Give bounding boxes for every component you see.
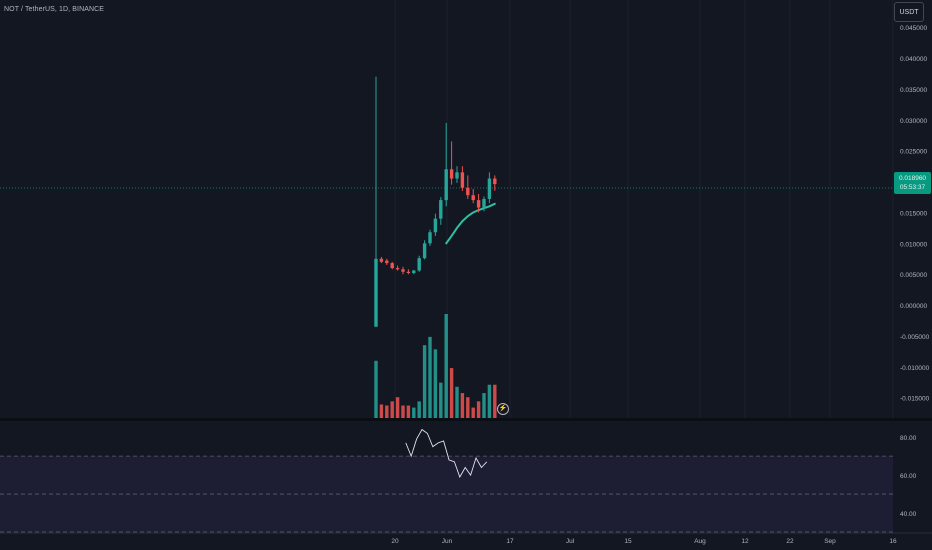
volume-bar bbox=[385, 405, 389, 418]
volume-bar bbox=[476, 401, 481, 418]
volume-bar bbox=[433, 349, 438, 418]
time-tick-label: 22 bbox=[786, 538, 794, 545]
price-tick-label: 0.005000 bbox=[900, 272, 927, 279]
volume-bar bbox=[374, 360, 378, 418]
candle-body bbox=[385, 260, 389, 264]
volume-bar bbox=[493, 384, 497, 418]
candle-body bbox=[466, 187, 470, 196]
price-tick-label: 0.025000 bbox=[900, 149, 927, 156]
volume-bar bbox=[428, 336, 432, 418]
time-tick-label: Jul bbox=[566, 538, 575, 545]
volume-bar bbox=[401, 405, 405, 418]
candle-body bbox=[401, 269, 405, 272]
candle-body bbox=[455, 172, 459, 179]
candle-body bbox=[449, 169, 454, 179]
symbol-label[interactable]: NOT / TetherUS, 1D, BINANCE bbox=[4, 6, 105, 13]
pane-separator bbox=[0, 418, 932, 421]
time-tick-label: Jun bbox=[442, 538, 453, 545]
volume-bar bbox=[449, 368, 454, 418]
volume-bar bbox=[379, 404, 384, 418]
time-tick-label: 15 bbox=[624, 538, 632, 545]
time-tick-label: 20 bbox=[391, 538, 399, 545]
rsi-line bbox=[405, 428, 488, 479]
candle-body bbox=[433, 218, 438, 233]
rsi-pane: 80.00 60.00 40.00 bbox=[0, 418, 932, 533]
volume-bar bbox=[466, 397, 470, 418]
last-price-tag: 0.018960 05:53:37 bbox=[894, 172, 931, 194]
candle-body bbox=[487, 178, 492, 199]
candle-body bbox=[406, 271, 411, 274]
time-axis: 20 Jun 17 Jul 15 Aug 12 22 Sep 16 bbox=[0, 532, 932, 545]
candle-body bbox=[471, 195, 475, 201]
time-tick-label: Aug bbox=[694, 538, 706, 545]
price-tick-label: -0.010000 bbox=[900, 365, 930, 372]
volume-bar bbox=[439, 382, 443, 418]
candle-body bbox=[460, 172, 465, 188]
last-price-value: 0.018960 bbox=[898, 175, 927, 182]
price-tick-label: 0.045000 bbox=[900, 25, 927, 32]
volume-bar bbox=[444, 314, 448, 418]
price-tick-label: 0.030000 bbox=[900, 118, 927, 125]
volume-bar bbox=[487, 384, 492, 418]
volume-bar bbox=[390, 401, 394, 418]
candle-body bbox=[374, 258, 378, 327]
volume-bar bbox=[412, 407, 416, 418]
lightning-icon[interactable]: ⚡ bbox=[497, 403, 509, 415]
candle-body bbox=[395, 268, 400, 270]
price-tick-label: 0.035000 bbox=[900, 87, 927, 94]
price-tick-label: -0.015000 bbox=[900, 396, 930, 403]
candle-body bbox=[422, 243, 427, 259]
volume-bar bbox=[422, 345, 427, 418]
moving-average bbox=[445, 202, 496, 245]
candles bbox=[374, 76, 497, 327]
price-tick-label: 0.010000 bbox=[900, 241, 927, 248]
price-tick-label: -0.005000 bbox=[900, 334, 930, 341]
candle-body bbox=[417, 258, 421, 271]
candle-body bbox=[428, 232, 432, 244]
time-tick-label: 16 bbox=[889, 538, 897, 545]
candle-body bbox=[493, 178, 497, 185]
candle-body bbox=[379, 258, 384, 262]
price-tick-label: 0.040000 bbox=[900, 56, 927, 63]
price-tick-label: 0.015000 bbox=[900, 210, 927, 217]
candle-body bbox=[444, 169, 448, 201]
candle-body bbox=[439, 200, 443, 219]
candle-body bbox=[390, 263, 394, 269]
price-tick-label: 0.000000 bbox=[900, 303, 927, 310]
volume-bar bbox=[455, 386, 459, 418]
price-axis: 0.045000 0.040000 0.035000 0.030000 0.025000… bbox=[900, 25, 930, 403]
rsi-tick-label: 40.00 bbox=[900, 511, 917, 518]
ma-line bbox=[445, 202, 496, 245]
rsi-tick-label: 80.00 bbox=[900, 435, 917, 442]
volume-bar bbox=[460, 393, 465, 418]
rsi-tick-label: 60.00 bbox=[900, 473, 917, 480]
volume-bars bbox=[374, 314, 497, 418]
candle-body bbox=[476, 200, 481, 208]
time-tick-label: 12 bbox=[741, 538, 749, 545]
volume-bar bbox=[417, 401, 421, 418]
candle-body bbox=[482, 198, 486, 208]
volume-bar bbox=[406, 405, 411, 418]
time-tick-label: Sep bbox=[824, 538, 836, 545]
volume-bar bbox=[471, 407, 475, 418]
time-tick-label: 17 bbox=[506, 538, 514, 545]
volume-bar bbox=[482, 393, 486, 418]
volume-bar bbox=[395, 397, 400, 418]
last-price-countdown: 05:53:37 bbox=[899, 184, 926, 191]
candle-body bbox=[412, 270, 416, 274]
currency-button[interactable]: USDT bbox=[894, 2, 924, 22]
